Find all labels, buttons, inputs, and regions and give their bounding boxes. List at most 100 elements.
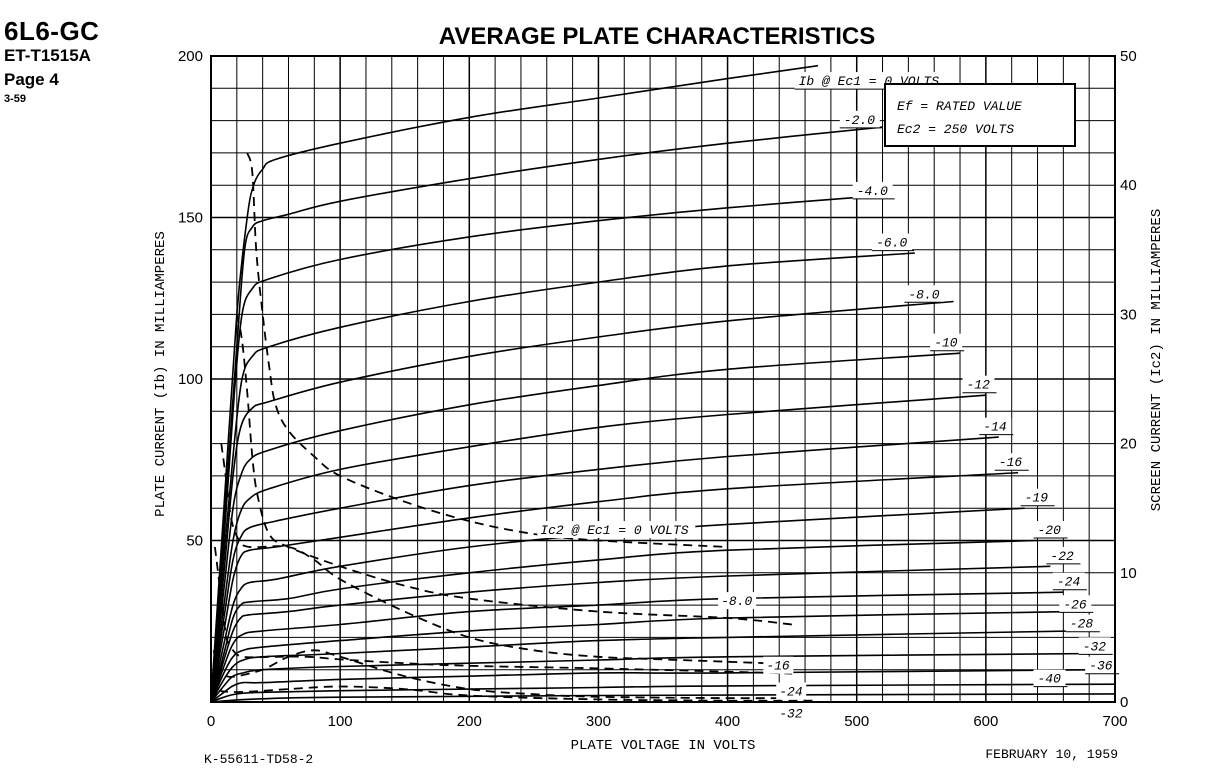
- screen-curve-label: -32: [779, 707, 803, 722]
- x-tick-label: 100: [328, 713, 353, 730]
- chart-title: AVERAGE PLATE CHARACTERISTICS: [439, 23, 875, 50]
- plate-current-curve: [210, 630, 1077, 703]
- plate-current-curve: [210, 436, 999, 703]
- curve-label-background: [979, 417, 1012, 435]
- plate-current-curve: [210, 252, 915, 703]
- curve-label-background: [1020, 488, 1053, 506]
- y2-tick-label: 0: [1120, 694, 1128, 711]
- y-tick-label: 100: [178, 371, 203, 388]
- x-tick-label: 700: [1102, 713, 1127, 730]
- plate-current-curve: [210, 610, 1070, 703]
- plate-current-curve: [210, 126, 883, 703]
- plate-current-curve: [210, 668, 1103, 703]
- drawing-number: K-55611-TD58-2: [204, 752, 313, 767]
- curve-label-background: [1065, 614, 1098, 632]
- screen-label-background: [537, 521, 696, 539]
- grid-voltage-label: -19: [1025, 491, 1049, 506]
- plate-current-curve: [210, 471, 1019, 703]
- curve-label-background: [1059, 595, 1092, 613]
- condition-screen-voltage: Ec2 = 250 VOLTS: [897, 122, 1014, 137]
- y2-tick-label: 40: [1120, 177, 1137, 194]
- tube-type-label: 6L6-GC: [4, 16, 100, 46]
- x-tick-label: 600: [973, 713, 998, 730]
- grid-voltage-label: -40: [1038, 672, 1062, 687]
- curve-label-background: [1052, 572, 1085, 590]
- grid-voltage-label: -26: [1063, 597, 1087, 612]
- conditions-box: Ef = RATED VALUE Ec2 = 250 VOLTS: [884, 83, 1076, 147]
- screen-label-background: [718, 592, 757, 610]
- screen-current-curve: [246, 152, 728, 548]
- y2-tick-label: 10: [1120, 565, 1137, 582]
- issue-date: FEBRUARY 10, 1959: [985, 747, 1118, 762]
- page-number: Page 4: [4, 70, 59, 89]
- x-tick-label: 300: [586, 713, 611, 730]
- grid-voltage-label: -22: [1050, 549, 1074, 564]
- y2-axis-label: SCREEN CURRENT (Ic2) IN MILLIAMPERES: [1149, 209, 1165, 511]
- screen-label-background: [776, 704, 807, 722]
- plate-current-curve: [210, 394, 986, 703]
- screen-curve-label: -24: [779, 685, 803, 700]
- x-axis-label: PLATE VOLTAGE IN VOLTS: [571, 738, 756, 754]
- plate-current-curve: [210, 539, 1038, 703]
- curve-label-background: [872, 233, 913, 251]
- plate-current-curve: [210, 194, 890, 703]
- curve-label-background: [1046, 546, 1079, 564]
- curve-label-background: [962, 375, 995, 393]
- y-axis-label: PLATE CURRENT (Ib) IN MILLIAMPERES: [153, 231, 169, 517]
- plate-current-curve: [210, 565, 1051, 703]
- grid-voltage-label: -2.0: [844, 113, 875, 128]
- grid-voltage-label: -16: [999, 455, 1023, 470]
- y2-tick-label: 30: [1120, 306, 1137, 323]
- screen-curve-label: Ic2 @ Ec1 = 0 VOLTS: [540, 523, 688, 538]
- grid-voltage-label: -12: [966, 378, 990, 393]
- screen-current-curve: [220, 443, 767, 665]
- axis-tick-labels: 0 100 200 300 400 500 600 700 50 100 150 200 0 10 20 30…: [178, 48, 1137, 730]
- y-tick-label: 50: [186, 533, 203, 550]
- screen-curve-label: -8.0: [721, 594, 752, 609]
- curve-label-background: [1078, 637, 1111, 655]
- x-tick-label: 200: [457, 713, 482, 730]
- grid-voltage-label: -36: [1089, 659, 1113, 674]
- y2-tick-label: 50: [1120, 48, 1137, 65]
- grid-voltage-label: -6.0: [876, 236, 907, 251]
- screen-current-curve: [235, 314, 793, 626]
- grid-voltage-label: -4.0: [857, 184, 888, 199]
- screen-current-curves: Ic2 @ Ec1 = 0 VOLTS -8.0 -16 -24 -32: [212, 152, 819, 722]
- screen-current-curve: [214, 546, 793, 675]
- revision-date-code: 3-59: [4, 93, 27, 105]
- screen-curve-label: -16: [766, 659, 790, 674]
- curve-label-background: [852, 181, 893, 199]
- curve-label-background: [1033, 521, 1066, 539]
- document-code: ET-T1515A: [4, 46, 91, 65]
- plate-current-curves: Ib @ Ec1 = 0 VOLTS-2.0-4.0-6.0-8.0-10-12…: [210, 64, 1120, 703]
- curve-label-background: [1085, 656, 1118, 674]
- y-tick-label: 150: [178, 210, 203, 227]
- screen-current-curve: [212, 649, 793, 700]
- y-tick-label: 200: [178, 48, 203, 65]
- grid-voltage-label: -24: [1057, 575, 1081, 590]
- x-tick-label: 500: [844, 713, 869, 730]
- condition-heater: Ef = RATED VALUE: [897, 99, 1022, 114]
- x-tick-label: 400: [715, 713, 740, 730]
- plot-frame: [210, 55, 1116, 703]
- screen-label-background: [776, 682, 807, 700]
- grid-voltage-label: -8.0: [908, 287, 939, 302]
- grid-voltage-label: -10: [934, 336, 958, 351]
- x-tick-label: 0: [207, 713, 215, 730]
- plate-current-curve: [210, 352, 961, 703]
- plate-current-curve: [210, 64, 819, 703]
- y2-tick-label: 20: [1120, 436, 1137, 453]
- grid-voltage-label: -14: [983, 420, 1007, 435]
- curve-label-background: [839, 110, 880, 128]
- grid-voltage-label: -32: [1083, 639, 1107, 654]
- grid-voltage-label: -28: [1070, 617, 1094, 632]
- screen-current-curve: [212, 675, 819, 702]
- screen-label-background: [763, 656, 794, 674]
- grid-voltage-label: -20: [1038, 523, 1062, 538]
- plate-current-curve: [210, 693, 1116, 703]
- curve-label-background: [930, 333, 963, 351]
- curve-label-background: [994, 453, 1027, 471]
- curve-label-background: [1033, 669, 1066, 687]
- curve-label-background: [904, 285, 945, 303]
